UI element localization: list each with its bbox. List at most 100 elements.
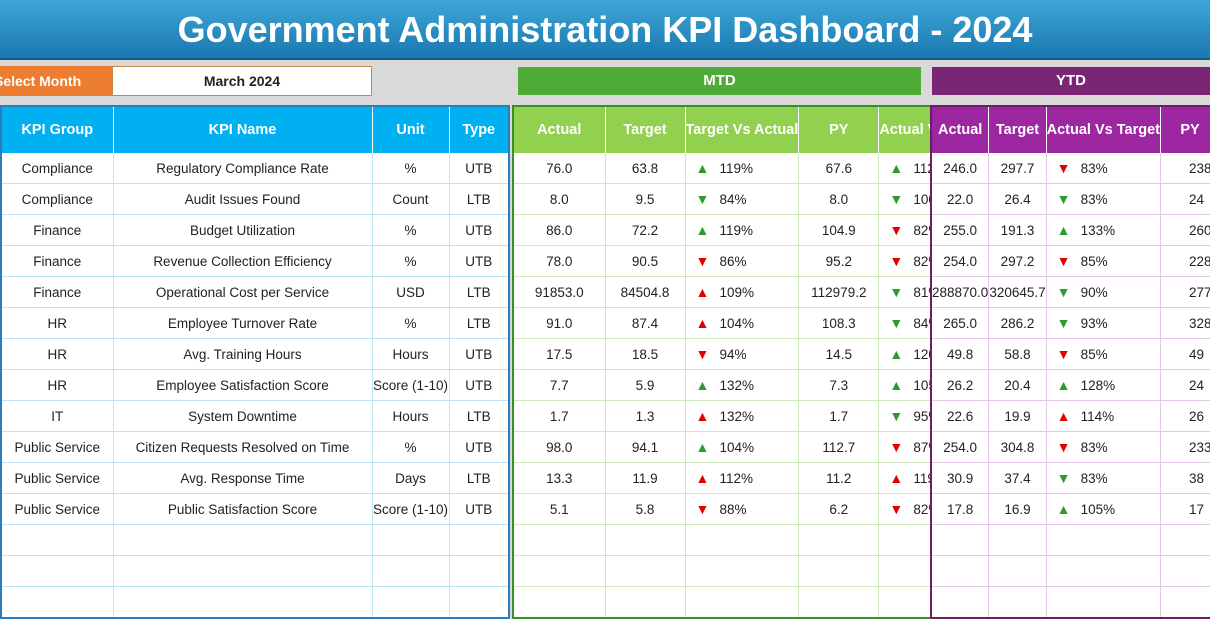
mtd-target-vs-actual-cell: ▲ 119% <box>685 153 800 184</box>
ytd-actual-cell: 288870.0 <box>931 276 990 308</box>
ytd-actual-cell: 254.0 <box>931 245 990 277</box>
table-row: HR Employee Satisfaction Score Score (1-10… <box>1 369 510 401</box>
triangle-down-icon: ▼ <box>889 439 904 455</box>
table-row: Finance Operational Cost per Service USD LT… <box>1 276 510 308</box>
mtd-py-cell: 104.9 <box>798 214 880 246</box>
ytd-py-cell: 24 <box>1160 183 1210 215</box>
table-row: 255.0 191.3 ▲ 133% 260 <box>931 214 1210 246</box>
ytd-actual-cell: 246.0 <box>931 153 990 184</box>
mtd-section-header: MTD <box>518 67 921 95</box>
empty-cell <box>372 524 450 556</box>
table-row: 1.7 1.3 ▲ 132% 1.7 ▼ 95% <box>513 400 971 432</box>
mtd-target-vs-actual-cell: ▲ 132% <box>685 400 800 432</box>
ytd-py-cell: 233 <box>1160 431 1210 463</box>
ytd-actual-vs-target-cell: ▼ 93% <box>1046 307 1161 339</box>
type-cell: UTB <box>449 338 510 370</box>
triangle-up-icon: ▲ <box>695 377 710 393</box>
ytd-target-cell: 297.7 <box>988 153 1047 184</box>
triangle-down-icon: ▼ <box>1056 191 1071 207</box>
empty-cell <box>931 555 990 587</box>
ytd-target-cell: 26.4 <box>988 183 1047 215</box>
type-cell: LTB <box>449 400 510 432</box>
empty-cell <box>513 524 606 556</box>
percent-value: 109% <box>719 285 755 300</box>
kpi-group-cell: Finance <box>1 245 114 277</box>
table-row: 86.0 72.2 ▲ 119% 104.9 ▼ 82% <box>513 214 971 246</box>
percent-value: 128% <box>1080 378 1116 393</box>
table-row: 30.9 37.4 ▼ 83% 38 <box>931 462 1210 494</box>
unit-cell: USD <box>372 276 450 308</box>
ytd-target-cell: 191.3 <box>988 214 1047 246</box>
empty-cell <box>1 524 114 556</box>
percent-value: 94% <box>719 347 747 362</box>
mtd-actual-cell: 78.0 <box>513 245 606 277</box>
kpi-name-cell: Regulatory Compliance Rate <box>113 153 373 184</box>
mtd-target-vs-actual-cell: ▲ 104% <box>685 307 800 339</box>
triangle-down-icon: ▼ <box>1056 160 1071 176</box>
unit-cell: Hours <box>372 400 450 432</box>
mtd-actual-cell: 76.0 <box>513 153 606 184</box>
empty-cell <box>1160 555 1210 587</box>
mtd-actual-cell: 13.3 <box>513 462 606 494</box>
mtd-actual-cell: 91.0 <box>513 307 606 339</box>
mtd-column-header: Target Vs Actual <box>685 106 800 153</box>
percent-value: 83% <box>1080 192 1108 207</box>
ytd-target-cell: 297.2 <box>988 245 1047 277</box>
percent-value: 133% <box>1080 223 1116 238</box>
empty-cell <box>513 586 606 619</box>
empty-cell <box>1 555 114 587</box>
kpi-group-cell: Public Service <box>1 493 114 525</box>
mtd-target-vs-actual-cell: ▼ 88% <box>685 493 800 525</box>
mtd-column-header: Actual <box>513 106 606 153</box>
table-row: HR Avg. Training Hours Hours UTB <box>1 338 510 370</box>
empty-cell <box>931 586 990 619</box>
table-row: 13.311.9▲112%11.2▲119% <box>513 462 971 494</box>
type-cell: UTB <box>449 369 510 401</box>
mtd-target-vs-actual-cell: ▲ 109% <box>685 276 800 308</box>
ytd-py-cell: 38 <box>1160 462 1210 494</box>
kpi-name-cell: Budget Utilization <box>113 214 373 246</box>
percent-value: 119% <box>719 161 754 176</box>
ytd-py-cell: 238 <box>1160 153 1210 184</box>
empty-cell <box>988 586 1047 619</box>
ytd-py-cell: 260 <box>1160 214 1210 246</box>
ytd-column-header: Actual Vs Target <box>1046 106 1161 153</box>
table-row: 7.75.9▲132%7.3▲105% <box>513 369 971 401</box>
empty-cell <box>988 524 1047 556</box>
table-row: Finance Revenue Collection Efficiency% UTB <box>1 245 510 277</box>
unit-cell: Days <box>372 462 450 494</box>
mtd-target-vs-actual-cell: ▼ 84% <box>685 183 800 215</box>
ytd-actual-cell: 49.8 <box>931 338 990 370</box>
triangle-down-icon: ▼ <box>1056 284 1071 300</box>
triangle-up-icon: ▲ <box>695 315 710 331</box>
ytd-column-header: Actual <box>931 106 990 153</box>
type-cell: UTB <box>449 431 510 463</box>
empty-row <box>513 555 971 587</box>
ytd-py-cell: 17 <box>1160 493 1210 525</box>
empty-cell <box>113 586 373 619</box>
select-month-label: Select Month <box>0 66 112 96</box>
table-row: Compliance Audit Issues Found Count LTB <box>1 183 510 215</box>
percent-value: 132% <box>719 378 755 393</box>
ytd-actual-vs-target-cell: ▼ 83% <box>1046 183 1161 215</box>
unit-cell: % <box>372 153 450 184</box>
empty-cell <box>798 524 880 556</box>
triangle-down-icon: ▼ <box>695 346 710 362</box>
table-row: 98.0 94.1 ▲ 104% 112.7 ▼ 87% <box>513 431 971 463</box>
mtd-target-cell: 9.5 <box>605 183 686 215</box>
kpi-name-cell: Public Satisfaction Score <box>113 493 373 525</box>
kpi-name-cell: Employee Satisfaction Score <box>113 369 373 401</box>
mtd-actual-cell: 1.7 <box>513 400 606 432</box>
select-month-dropdown[interactable]: March 2024 <box>112 66 372 96</box>
mtd-target-cell: 72.2 <box>605 214 686 246</box>
unit-cell: Hours <box>372 338 450 370</box>
triangle-up-icon: ▲ <box>889 377 904 393</box>
empty-cell <box>685 586 800 619</box>
triangle-down-icon: ▼ <box>889 501 904 517</box>
mtd-target-cell: 84504.8 <box>605 276 686 308</box>
triangle-down-icon: ▼ <box>1056 439 1071 455</box>
type-cell: LTB <box>449 276 510 308</box>
type-cell: UTB <box>449 214 510 246</box>
percent-value: 86% <box>719 254 747 269</box>
mtd-target-cell: 90.5 <box>605 245 686 277</box>
